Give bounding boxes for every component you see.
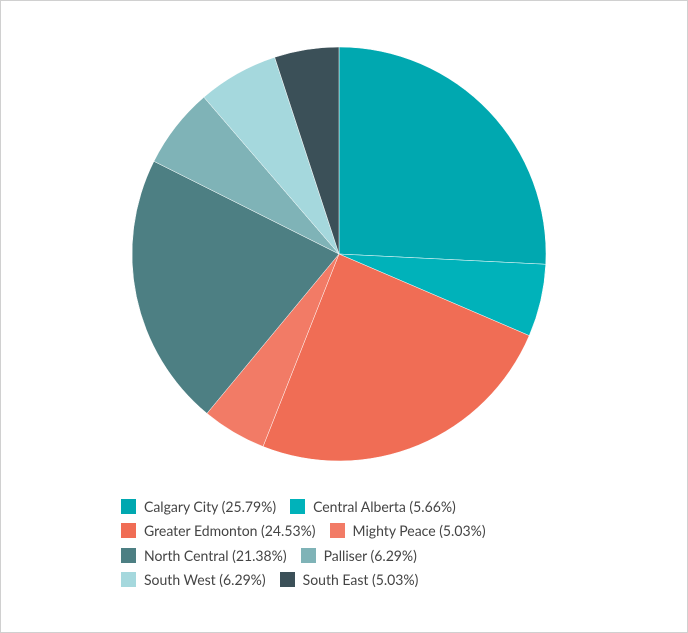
legend: Calgary City (25.79%) Central Alberta (5.… (121, 494, 500, 592)
legend-swatch (329, 523, 345, 539)
legend-row: South West (6.29%) South East (5.03%) (121, 568, 500, 593)
legend-swatch (121, 547, 136, 563)
pie-slice (338, 46, 547, 265)
legend-swatch (121, 572, 136, 588)
legend-swatch (121, 523, 136, 539)
legend-swatch (121, 498, 136, 514)
legend-item: Calgary City (25.79%) (121, 498, 276, 515)
legend-label: Central Alberta (5.66%) (313, 497, 456, 515)
legend-swatch (300, 547, 316, 563)
legend-label: Greater Edmonton (24.53%) (144, 522, 316, 540)
legend-item: Greater Edmonton (24.53%) (121, 522, 316, 539)
legend-label: Calgary City (25.79%) (144, 497, 277, 515)
legend-row: Greater Edmonton (24.53%) Mighty Peace (5… (121, 519, 500, 544)
pie-slice (274, 46, 340, 255)
pie-slice (131, 160, 340, 414)
legend-label: Mighty Peace (5.03%) (352, 522, 486, 540)
pie-area (131, 46, 547, 462)
legend-item: Mighty Peace (5.03%) (329, 522, 486, 540)
legend-label: Palliser (6.29%) (323, 546, 417, 564)
legend-row: Calgary City (25.79%) Central Alberta (5.… (121, 494, 500, 519)
pie-slice (262, 253, 530, 462)
legend-item: North Central (21.38%) (121, 547, 287, 564)
legend-item: Palliser (6.29%) (300, 546, 417, 564)
legend-row: North Central (21.38%) Palliser (6.29%) (121, 543, 500, 568)
legend-item: Central Alberta (5.66%) (290, 498, 456, 515)
legend-label: North Central (21.38%) (144, 546, 287, 564)
legend-item: South East (5.03%) (279, 571, 419, 589)
legend-swatch (290, 498, 306, 514)
legend-swatch (279, 572, 295, 588)
legend-item: South West (6.29%) (121, 571, 266, 588)
legend-label: South West (6.29%) (144, 571, 266, 589)
legend-label: South East (5.03%) (302, 571, 419, 589)
